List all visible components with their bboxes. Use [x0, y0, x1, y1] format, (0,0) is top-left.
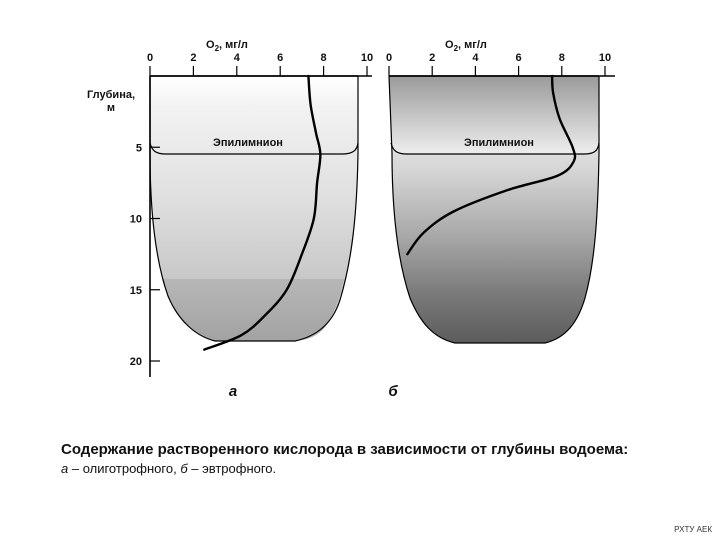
- basin-b-outline: [388, 75, 600, 344]
- basin-a: [149, 75, 359, 342]
- basin-b-top: [389, 76, 599, 154]
- thermocline-b: [390, 142, 600, 155]
- o2-axis-a-title: O2, мг/л: [206, 39, 248, 53]
- caption-a-letter: а: [61, 461, 69, 476]
- basin-a-hypolimnion: [162, 279, 344, 341]
- o2-tick-label-а-2: 2: [190, 52, 196, 64]
- depth-axis-title-line1: Глубина,: [87, 89, 135, 101]
- oxygen-curve-б: [406, 74, 577, 256]
- o2-tick-label-а-10: 10: [361, 52, 373, 64]
- depth-tick-label-5: 5: [136, 142, 142, 154]
- panel-letter-b: б: [388, 383, 398, 400]
- o2-tick-label-б-4: 4: [472, 52, 479, 64]
- panel-letter-a: а: [229, 383, 237, 400]
- figure-caption-subtitle: а – олиготрофного, б – эвтрофного.: [61, 461, 276, 476]
- figure-caption-title: Содержание растворенного кислорода в зав…: [61, 441, 629, 458]
- o2-tick-label-а-8: 8: [321, 52, 327, 64]
- depth-tick-label-20: 20: [130, 356, 142, 368]
- caption-a-text: – олиготрофного,: [68, 461, 181, 476]
- o2-tick-label-б-6: 6: [516, 52, 522, 64]
- o2-tick-label-а-4: 4: [234, 52, 241, 64]
- o2-tick-label-а-0: 0: [147, 52, 153, 64]
- oxygen-curves: [203, 74, 577, 351]
- o2-tick-label-б-10: 10: [599, 52, 611, 64]
- oxygen-curve-а: [203, 74, 322, 351]
- depth-tick-label-15: 15: [130, 285, 142, 297]
- epilimnion-label-b: Эпилимнион: [464, 137, 534, 149]
- o2-tick-label-б-2: 2: [429, 52, 435, 64]
- basin-b: [388, 75, 600, 344]
- basin-a-body: [150, 76, 358, 341]
- basin-a-outline: [149, 76, 359, 342]
- thermocline-a: [149, 142, 359, 155]
- tick-marks: 0 2 4 6 8 10 0 2 4 6 8 10 5 10 15 20: [130, 52, 611, 368]
- epilimnion-label-a: Эпилимнион: [213, 137, 283, 149]
- o2-tick-label-б-8: 8: [559, 52, 565, 64]
- o2-tick-label-б-0: 0: [386, 52, 392, 64]
- watermark: РХТУ АЕК: [674, 525, 712, 534]
- o2-axis-b-title: O2, мг/л: [445, 39, 487, 53]
- caption-b-text: – эвтрофного.: [187, 461, 277, 476]
- o2-tick-label-а-6: 6: [277, 52, 283, 64]
- depth-axis-title-line2: м: [107, 102, 115, 114]
- caption-b-letter: б: [180, 461, 188, 476]
- depth-tick-label-10: 10: [130, 214, 142, 226]
